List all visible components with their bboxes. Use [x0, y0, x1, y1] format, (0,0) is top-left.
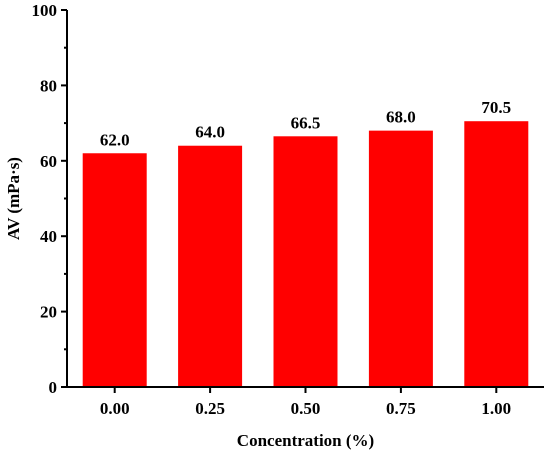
bar-4	[464, 121, 529, 387]
x-tick-label-2: 0.50	[291, 399, 321, 418]
y-tick-label-1: 20	[40, 303, 57, 322]
axes-group	[61, 9, 544, 393]
bars-group	[82, 121, 529, 387]
x-tick-label-0: 0.00	[100, 399, 130, 418]
data-label-4: 70.5	[481, 98, 511, 117]
bar-3	[368, 130, 433, 387]
y-tick-label-3: 60	[40, 152, 57, 171]
bar-2	[273, 136, 338, 387]
y-tick-labels-group: 0 20 40 60 80 100	[32, 1, 58, 397]
data-label-1: 64.0	[195, 123, 225, 142]
data-labels-group: 62.0 64.0 66.5 68.0 70.5	[100, 98, 511, 149]
y-tick-label-0: 0	[49, 378, 58, 397]
bar-1	[178, 145, 243, 387]
data-label-3: 68.0	[386, 108, 416, 127]
x-axis-title: Concentration (%)	[237, 431, 374, 450]
y-tick-label-2: 40	[40, 227, 57, 246]
data-label-2: 66.5	[291, 113, 321, 132]
x-tick-label-1: 0.25	[195, 399, 225, 418]
x-tick-label-3: 0.75	[386, 399, 416, 418]
x-tick-label-4: 1.00	[481, 399, 511, 418]
bar-0	[82, 153, 147, 387]
y-tick-label-5: 100	[32, 1, 58, 20]
data-label-0: 62.0	[100, 130, 130, 149]
y-tick-label-4: 80	[40, 76, 57, 95]
x-tick-labels-group: 0.00 0.25 0.50 0.75 1.00	[100, 399, 511, 418]
y-axis-title: AV (mPa·s)	[4, 157, 23, 240]
